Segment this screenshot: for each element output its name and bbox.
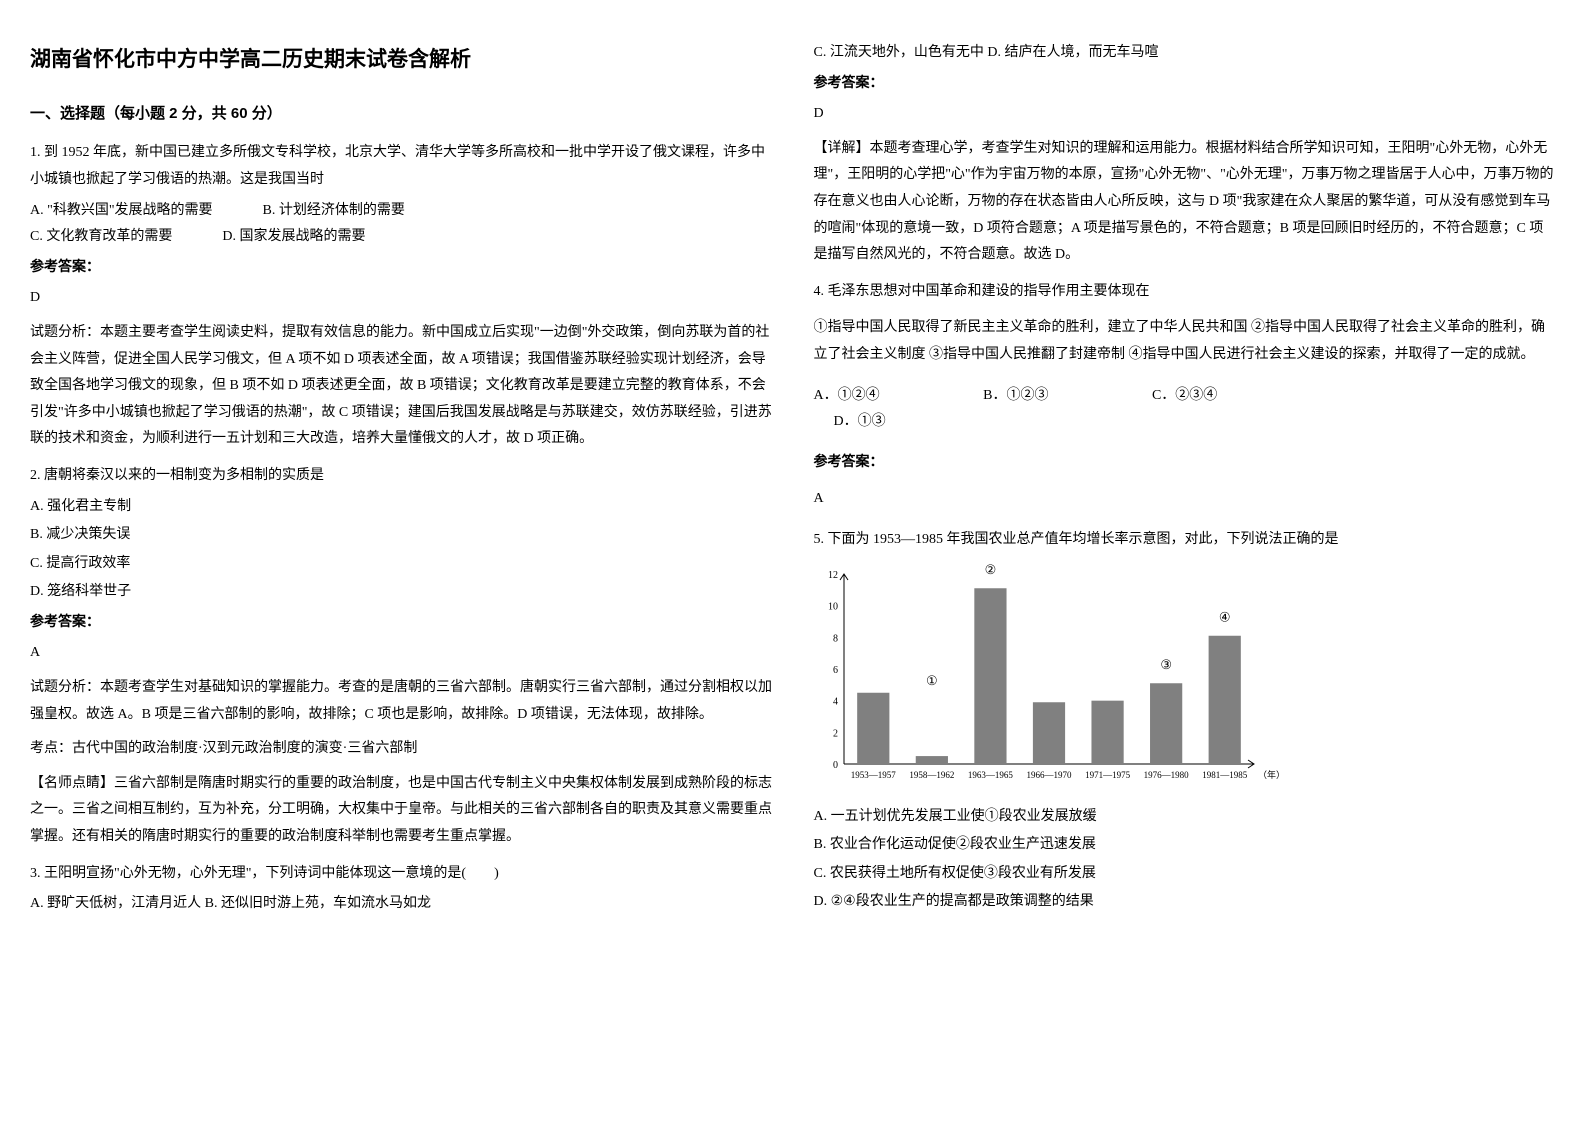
q1-answer: D — [30, 285, 774, 312]
q3-answer-label: 参考答案： — [814, 71, 1558, 98]
svg-text:6: 6 — [833, 665, 838, 676]
svg-text:1963—1965: 1963—1965 — [967, 770, 1013, 780]
q1-option-b: B. 计划经济体制的需要 — [263, 198, 405, 225]
svg-text:1976—1980: 1976—1980 — [1143, 770, 1189, 780]
q4-answer: A — [814, 486, 1558, 513]
svg-text:（年）: （年） — [1258, 769, 1285, 780]
bar-chart-svg: 0 2 4 6 8 10 12 1953—1957 1958—1962 1963—1965 1966… — [814, 564, 1294, 794]
q3-analysis: 【详解】本题考查理心学，考查学生对知识的理解和运用能力。根据材料结合所学知识可知… — [814, 136, 1558, 269]
svg-text:③: ③ — [1160, 657, 1172, 672]
svg-text:①: ① — [926, 672, 938, 687]
section-heading: 一、选择题（每小题 2 分，共 60 分） — [30, 100, 774, 129]
agriculture-chart: 0 2 4 6 8 10 12 1953—1957 1958—1962 1963—1965 1966… — [814, 564, 1294, 794]
svg-text:8: 8 — [833, 633, 838, 644]
question-1: 1. 到 1952 年底，新中国已建立多所俄文专科学校，北京大学、清华大学等多所… — [30, 140, 774, 453]
svg-text:12: 12 — [828, 570, 838, 581]
q2-option-a: A. 强化君主专制 — [30, 494, 774, 521]
svg-text:1981—1985: 1981—1985 — [1202, 770, 1248, 780]
svg-text:2: 2 — [833, 728, 838, 739]
svg-text:②: ② — [984, 564, 996, 577]
document-title: 湖南省怀化市中方中学高二历史期末试卷含解析 — [30, 40, 774, 80]
question-2: 2. 唐朝将秦汉以来的一相制变为多相制的实质是 A. 强化君主专制 B. 减少决… — [30, 463, 774, 851]
q4-answer-label: 参考答案： — [814, 450, 1558, 477]
q1-answer-label: 参考答案： — [30, 255, 774, 282]
q3-option-d: D. 结庐在人境，而无车马喧 — [987, 45, 1158, 60]
right-column: C. 江流天地外，山色有无中 D. 结庐在人境，而无车马喧 参考答案： D 【详… — [814, 40, 1558, 928]
question-3-partial: 3. 王阳明宣扬"心外无物，心外无理"，下列诗词中能体现这一意境的是( ) A.… — [30, 861, 774, 918]
q1-options: A. "科教兴国"发展战略的需要 B. 计划经济体制的需要 C. 文化教育改革的… — [30, 198, 774, 251]
svg-text:0: 0 — [833, 760, 838, 771]
q1-option-d: D. 国家发展战略的需要 — [222, 224, 365, 251]
q5-option-c: C. 农民获得土地所有权促使③段农业有所发展 — [814, 861, 1558, 888]
q2-text: 2. 唐朝将秦汉以来的一相制变为多相制的实质是 — [30, 463, 774, 490]
q4-sub: ①指导中国人民取得了新民主主义革命的胜利，建立了中华人民共和国 ②指导中国人民取… — [814, 315, 1558, 368]
q4-options: A．①②④ B．①②③ C．②③④ D．①③ — [814, 383, 1558, 436]
svg-text:1971—1975: 1971—1975 — [1085, 770, 1131, 780]
q1-option-c: C. 文化教育改革的需要 — [30, 224, 172, 251]
q3-option-a: A. 野旷天低树，江清月近人 — [30, 896, 201, 911]
q3-options-ab: A. 野旷天低树，江清月近人 B. 还似旧时游上苑，车如流水马如龙 — [30, 891, 774, 918]
q2-answer: A — [30, 640, 774, 667]
q4-option-a: A．①②④ — [814, 383, 880, 410]
svg-text:1966—1970: 1966—1970 — [1026, 770, 1072, 780]
question-3-continued: C. 江流天地外，山色有无中 D. 结庐在人境，而无车马喧 参考答案： D 【详… — [814, 40, 1558, 269]
q4-option-b: B．①②③ — [983, 383, 1048, 410]
q1-option-a: A. "科教兴国"发展战略的需要 — [30, 198, 213, 225]
q1-text: 1. 到 1952 年底，新中国已建立多所俄文专科学校，北京大学、清华大学等多所… — [30, 140, 774, 193]
q3-option-b: B. 还似旧时游上苑，车如流水马如龙 — [205, 896, 431, 911]
svg-text:10: 10 — [828, 601, 838, 612]
svg-text:4: 4 — [833, 696, 838, 707]
svg-text:1958—1962: 1958—1962 — [909, 770, 954, 780]
q2-comment: 【名师点睛】三省六部制是隋唐时期实行的重要的政治制度，也是中国古代专制主义中央集… — [30, 771, 774, 851]
q5-option-b: B. 农业合作化运动促使②段农业生产迅速发展 — [814, 832, 1558, 859]
q2-option-b: B. 减少决策失误 — [30, 522, 774, 549]
q3-option-c: C. 江流天地外，山色有无中 — [814, 45, 984, 60]
question-4: 4. 毛泽东思想对中国革命和建设的指导作用主要体现在 ①指导中国人民取得了新民主… — [814, 279, 1558, 513]
svg-text:1953—1957: 1953—1957 — [850, 770, 896, 780]
q3-options-cd: C. 江流天地外，山色有无中 D. 结庐在人境，而无车马喧 — [814, 40, 1558, 67]
q4-option-d: D．①③ — [834, 409, 1558, 436]
q4-text: 4. 毛泽东思想对中国革命和建设的指导作用主要体现在 — [814, 279, 1558, 306]
q3-answer: D — [814, 101, 1558, 128]
q5-option-d: D. ②④段农业生产的提高都是政策调整的结果 — [814, 889, 1558, 916]
q4-option-c: C．②③④ — [1152, 383, 1217, 410]
q2-option-c: C. 提高行政效率 — [30, 551, 774, 578]
svg-text:④: ④ — [1218, 609, 1230, 624]
left-column: 湖南省怀化市中方中学高二历史期末试卷含解析 一、选择题（每小题 2 分，共 60… — [30, 40, 774, 928]
q2-analysis: 试题分析：本题考查学生对基础知识的掌握能力。考查的是唐朝的三省六部制。唐朝实行三… — [30, 675, 774, 728]
q5-option-a: A. 一五计划优先发展工业使①段农业发展放缓 — [814, 804, 1558, 831]
question-5: 5. 下面为 1953—1985 年我国农业总产值年均增长率示意图，对此，下列说… — [814, 527, 1558, 916]
q2-option-d: D. 笼络科举世子 — [30, 579, 774, 606]
q2-kaodian: 考点：古代中国的政治制度·汉到元政治制度的演变·三省六部制 — [30, 736, 774, 763]
q5-text: 5. 下面为 1953—1985 年我国农业总产值年均增长率示意图，对此，下列说… — [814, 527, 1558, 554]
q2-answer-label: 参考答案： — [30, 610, 774, 637]
q3-text: 3. 王阳明宣扬"心外无物，心外无理"，下列诗词中能体现这一意境的是( ) — [30, 861, 774, 888]
q1-analysis: 试题分析：本题主要考查学生阅读史料，提取有效信息的能力。新中国成立后实现"一边倒… — [30, 320, 774, 453]
